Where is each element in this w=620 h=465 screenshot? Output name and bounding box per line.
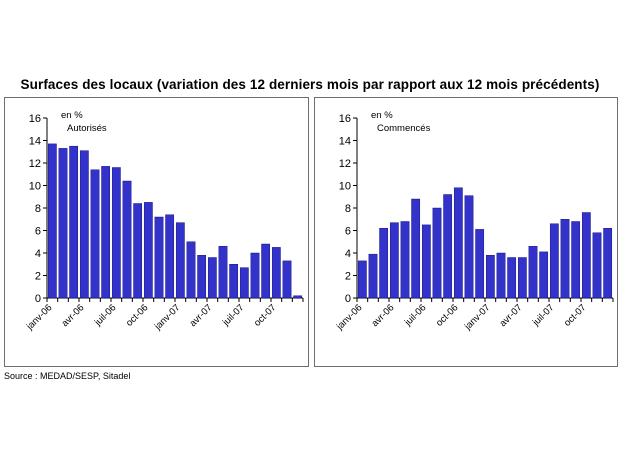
chart-panel-commences: 0 2 4 6 8 10 12 14 16 janv-06 avr-06 juil-06 oct-06 j… [314, 97, 618, 367]
y-tick-label: 4 [35, 248, 41, 260]
y-tick-label: 10 [29, 181, 41, 193]
bar [507, 257, 517, 299]
bar [69, 145, 79, 299]
series-label: Autorisés [67, 123, 107, 134]
y-tick-label: 2 [345, 271, 351, 283]
bar [143, 202, 153, 299]
y-tick-label: 12 [29, 158, 41, 170]
bar [411, 198, 421, 299]
y-tick-label: 14 [339, 136, 351, 148]
x-tick-label: oct-07 [252, 302, 278, 328]
chart-title: Surfaces des locaux (variation des 12 de… [20, 77, 600, 92]
x-tick-label: janv-07 [152, 302, 183, 333]
bar [581, 212, 591, 299]
x-tick-label: oct-06 [124, 302, 150, 328]
x-tick-label: avr-06 [370, 302, 397, 329]
x-tick-label: avr-07 [188, 302, 215, 329]
bar [432, 207, 442, 299]
bar [421, 224, 431, 299]
y-tick-label: 8 [345, 203, 351, 215]
y-tick-label: 0 [35, 293, 41, 305]
bar [400, 221, 410, 299]
x-tick-label: juil-06 [402, 302, 428, 328]
x-tick-label: avr-07 [498, 302, 525, 329]
bar [229, 264, 239, 299]
y-tick-label: 10 [339, 181, 351, 193]
series-label: Commencés [377, 123, 431, 134]
bar [79, 150, 89, 299]
bar [154, 216, 164, 299]
y-tick-label: 6 [35, 226, 41, 238]
x-tick-label: oct-07 [562, 302, 588, 328]
bar [282, 260, 292, 299]
bar [293, 295, 303, 299]
bar [571, 221, 581, 299]
bar [197, 255, 207, 299]
bar [549, 223, 559, 299]
y-tick-label: 6 [345, 226, 351, 238]
bar [528, 246, 538, 299]
y-tick-label: 8 [35, 203, 41, 215]
bar [357, 260, 367, 299]
x-tick-label: juil-07 [220, 302, 246, 328]
bar [47, 143, 57, 299]
bar [453, 187, 463, 299]
x-tick-label: juil-06 [92, 302, 118, 328]
y-tick-label: 14 [29, 136, 41, 148]
bar [389, 222, 399, 299]
bar [58, 148, 68, 299]
bar [133, 203, 143, 299]
source-note: Source : MEDAD/SESP, Sitadel [4, 371, 131, 381]
bar [122, 180, 132, 299]
bar [379, 228, 389, 299]
bar [250, 252, 260, 299]
x-tick-label: janv-06 [24, 302, 55, 333]
bar [485, 255, 495, 299]
unit-label: en % [61, 110, 83, 121]
y-tick-label: 16 [339, 113, 351, 125]
bar [261, 243, 271, 299]
bar [475, 229, 485, 299]
bar [90, 169, 100, 299]
bar [368, 253, 378, 299]
bar [443, 194, 453, 299]
bar [101, 166, 111, 299]
bar [464, 195, 474, 299]
bar [165, 214, 175, 299]
x-tick-label: avr-06 [60, 302, 87, 329]
bar [175, 222, 185, 299]
x-tick-label: janv-07 [462, 302, 493, 333]
bar [271, 247, 281, 299]
bar [218, 246, 228, 299]
bar [592, 232, 602, 299]
x-tick-label: juil-07 [530, 302, 556, 328]
bar [539, 251, 549, 299]
x-tick-label: janv-06 [334, 302, 365, 333]
y-tick-label: 4 [345, 248, 351, 260]
y-tick-label: 16 [29, 113, 41, 125]
y-tick-label: 2 [35, 271, 41, 283]
bar [207, 257, 217, 299]
y-tick-label: 0 [345, 293, 351, 305]
bar [560, 219, 570, 299]
y-tick-label: 12 [339, 158, 351, 170]
bar [603, 228, 613, 299]
bar [517, 257, 527, 299]
chart-panel-autorises: 0 2 4 6 8 10 12 14 16 janv-06 avr-06 juil-06 oct-06 j… [4, 97, 309, 367]
bar [111, 167, 121, 299]
bar [496, 252, 506, 299]
bar [186, 241, 196, 299]
bar [239, 267, 249, 299]
unit-label: en % [371, 110, 393, 121]
x-tick-label: oct-06 [434, 302, 460, 328]
